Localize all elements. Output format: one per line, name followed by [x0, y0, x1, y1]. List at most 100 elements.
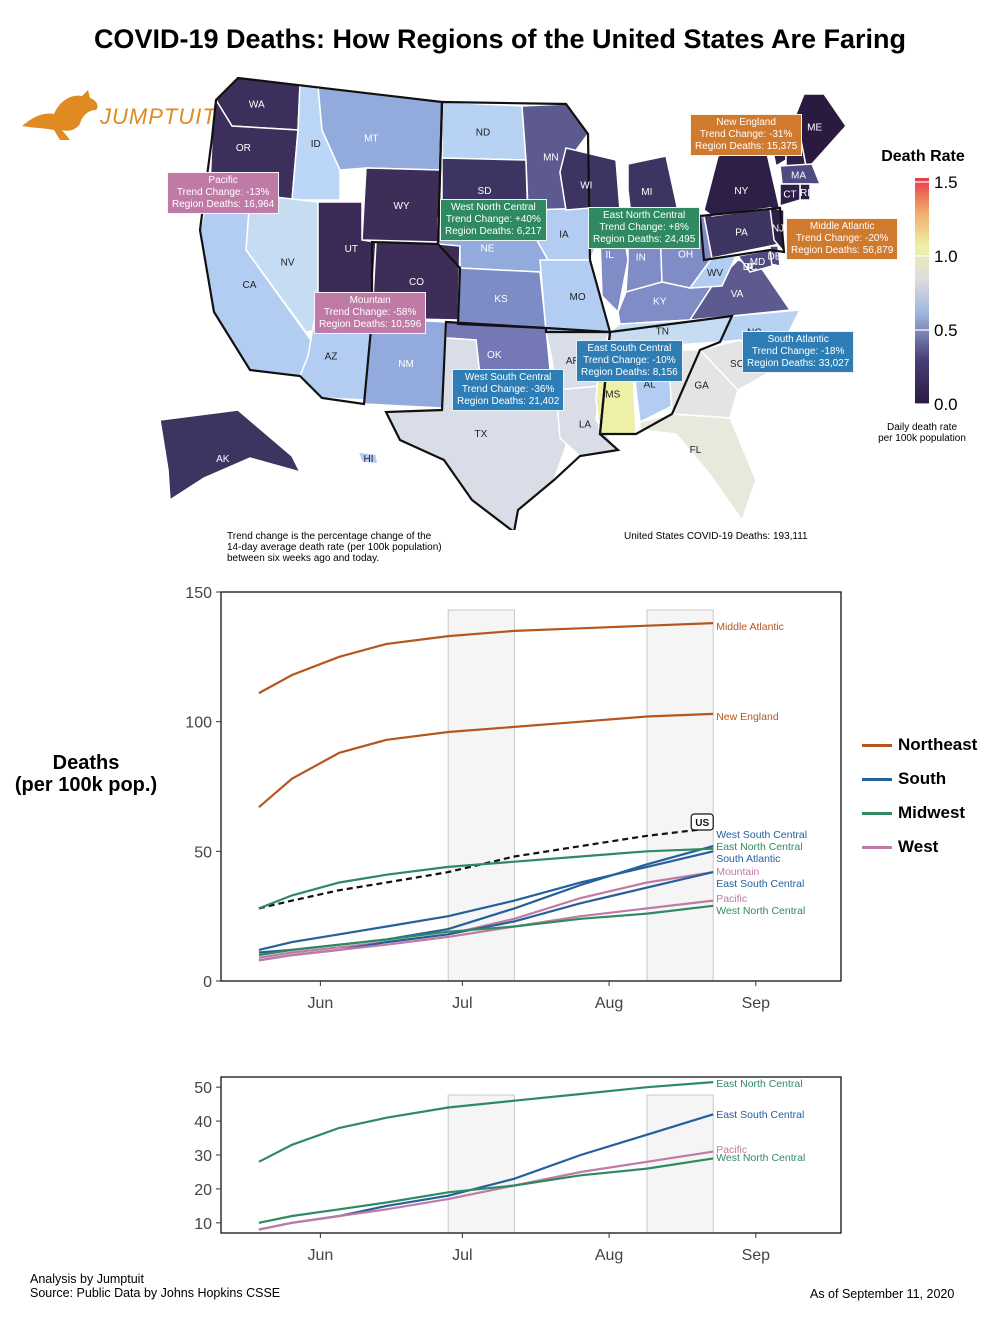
x-tick-label: Jul	[452, 995, 472, 1012]
credit: Analysis by Jumptuit Source: Public Data…	[30, 1272, 281, 1300]
state-labels: WA OR ID MT WY NV CA UT CO AZ NM ND SD NE KS OK TX MN IA MO…	[216, 100, 822, 465]
trend-note: Trend change is the percentage change of…	[227, 531, 442, 564]
jumptuit-logo: JUMPTUIT	[16, 86, 226, 145]
state-fl	[639, 413, 757, 522]
callout-mountain: Mountain Trend Change: -58% Region Deaths:…	[314, 292, 427, 334]
legend-item-south: South	[862, 762, 977, 796]
series-label: South Atlantic	[716, 853, 780, 865]
series-line-middle-atlantic	[258, 622, 714, 695]
state-label-ks: KS	[494, 294, 508, 305]
series-line-pacific	[258, 899, 714, 962]
state-label-la: LA	[579, 419, 592, 430]
series-label: West North Central	[716, 905, 805, 917]
state-label-al: AL	[643, 380, 656, 391]
state-label-wa: WA	[249, 100, 265, 111]
shaded-window-0	[447, 1094, 515, 1234]
state-label-fl: FL	[690, 445, 702, 456]
callout-middle-atlantic: Middle Atlantic Trend Change: -20% Region …	[786, 218, 899, 260]
state-label-mi: MI	[641, 187, 652, 198]
state-hi	[356, 451, 379, 465]
colorbar-ticks: 1.5 1.0 0.5 0.0	[915, 173, 958, 414]
x-tick-label: Sep	[742, 1247, 771, 1264]
state-label-ct: CT	[783, 190, 796, 201]
y-tick-label: 0	[203, 974, 212, 991]
state-label-ak: AK	[216, 454, 230, 465]
series-line-east-north-central	[258, 1081, 714, 1163]
x-tick-label: Aug	[595, 1247, 623, 1264]
legend-label: South	[898, 769, 947, 788]
state-label-ga: GA	[694, 380, 709, 391]
state-label-nd: ND	[476, 128, 490, 139]
state-label-tn: TN	[656, 327, 669, 338]
series-label: East South Central	[716, 878, 804, 890]
state-ct	[779, 183, 801, 208]
state-label-mn: MN	[543, 153, 559, 164]
callout-new-england: New England Trend Change: -31% Region Deat…	[690, 114, 803, 156]
legend-label: Midwest	[898, 803, 966, 822]
chart-legend: Northeast South Midwest West	[862, 728, 977, 864]
state-ma	[779, 163, 822, 185]
state-label-pa: PA	[735, 228, 748, 239]
callout-east-north-central: East North Central Trend Change: +8% Regio…	[588, 207, 701, 249]
y-tick-label: 20	[194, 1182, 212, 1199]
kangaroo-icon	[22, 90, 98, 140]
state-label-in: IN	[636, 252, 646, 263]
state-label-wi: WI	[580, 181, 592, 192]
as-of-date: As of September 11, 2020	[810, 1287, 955, 1301]
legend-item-west: West	[862, 830, 977, 864]
region-outline-0	[198, 76, 444, 406]
legend-swatch	[862, 811, 892, 815]
y-tick-label: 10	[194, 1216, 212, 1233]
state-mt	[317, 85, 443, 171]
callout-south-atlantic: South Atlantic Trend Change: -18% Region D…	[742, 331, 855, 373]
y-tick-label: 30	[194, 1148, 212, 1165]
state-label-or: OR	[236, 143, 251, 154]
callout-west-north-central: West North Central Trend Change: +40% Regi…	[440, 199, 547, 241]
state-label-oh: OH	[678, 250, 693, 261]
series-label: Pacific	[716, 893, 747, 905]
series-line-new-england	[258, 712, 714, 809]
series-label: West North Central	[716, 1152, 805, 1164]
state-label-tx: TX	[475, 429, 488, 440]
series-line-west-north-central	[258, 904, 714, 957]
colorbar-title: Death Rate	[881, 148, 965, 165]
y-tick-label: 150	[185, 585, 212, 602]
state-label-ut: UT	[345, 244, 358, 255]
state-label-ny: NY	[734, 186, 748, 197]
series-label: East North Central	[716, 841, 802, 853]
x-tick-label: Aug	[595, 995, 623, 1012]
state-label-mo: MO	[570, 292, 586, 303]
state-label-sd: SD	[478, 186, 492, 197]
colorbar-tick-label: 1.5	[934, 173, 958, 192]
colorbar-tick-label: 0.5	[934, 321, 958, 340]
legend-label: West	[898, 837, 939, 856]
state-label-ne: NE	[480, 243, 494, 254]
callout-west-south-central: West South Central Trend Change: -36% Regi…	[452, 369, 565, 411]
state-label-nm: NM	[398, 359, 414, 370]
state-label-dc: DC	[743, 262, 757, 273]
state-label-me: ME	[807, 122, 822, 133]
region-outline-1	[436, 100, 612, 334]
state-label-ok: OK	[487, 350, 502, 361]
state-ga	[667, 349, 739, 419]
us-tag-label: US	[695, 818, 709, 829]
legend-swatch	[862, 743, 892, 747]
region-outline-3	[598, 314, 734, 436]
state-ak	[159, 409, 302, 502]
us-tag-box	[690, 813, 714, 831]
series-label: East North Central	[716, 1078, 802, 1090]
logo-text: JUMPTUIT	[99, 104, 217, 129]
series-line-us	[258, 826, 714, 910]
us-total-deaths: United States COVID-19 Deaths: 193,111	[624, 531, 808, 542]
state-label-wy: WY	[393, 201, 409, 212]
series-line-west-north-central	[258, 1157, 714, 1224]
series-label: West South Central	[716, 829, 807, 841]
x-tick-label: Jul	[452, 1247, 472, 1264]
callout-east-south-central: East South Central Trend Change: -10% Regi…	[576, 340, 683, 382]
y-axis-label: Deaths (per 100k pop.)	[14, 752, 158, 796]
state-label-ia: IA	[559, 229, 569, 240]
legend-label: Northeast	[898, 735, 978, 754]
state-label-ar: AR	[566, 356, 580, 367]
y-tick-label: 50	[194, 1080, 212, 1097]
state-label-id: ID	[311, 139, 321, 150]
